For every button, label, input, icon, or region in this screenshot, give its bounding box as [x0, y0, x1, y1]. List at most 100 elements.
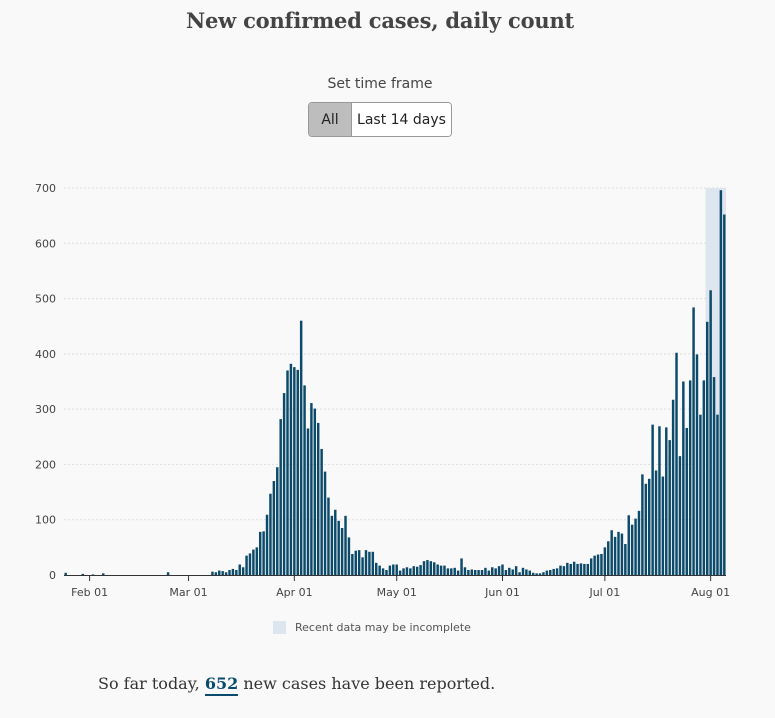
daily-case-bar[interactable] [528, 570, 532, 575]
daily-case-bar[interactable] [637, 510, 641, 575]
daily-case-bar[interactable] [436, 564, 439, 575]
daily-case-bar[interactable] [617, 531, 620, 575]
daily-case-bar[interactable] [344, 515, 347, 575]
daily-case-bar[interactable] [569, 563, 572, 575]
daily-case-bar[interactable] [392, 564, 395, 575]
daily-case-bar[interactable] [334, 509, 337, 575]
daily-case-bar[interactable] [388, 565, 392, 575]
daily-case-bar[interactable] [224, 572, 228, 575]
daily-case-bar[interactable] [375, 562, 378, 575]
daily-case-bar[interactable] [252, 549, 255, 575]
daily-case-bar[interactable] [668, 440, 671, 575]
daily-case-bar[interactable] [279, 419, 282, 575]
daily-case-bar[interactable] [409, 568, 412, 575]
daily-case-bar[interactable] [549, 570, 552, 575]
daily-case-bar[interactable] [265, 514, 269, 575]
daily-case-bar[interactable] [398, 570, 402, 575]
daily-case-bar[interactable] [306, 428, 310, 575]
daily-case-bar[interactable] [340, 528, 344, 575]
daily-case-bar[interactable] [651, 424, 654, 575]
daily-case-bar[interactable] [166, 572, 170, 575]
daily-case-bar[interactable] [603, 547, 607, 575]
daily-case-bar[interactable] [596, 554, 600, 575]
today-count-link[interactable]: 652 [204, 674, 239, 696]
daily-case-bar[interactable] [450, 568, 453, 575]
daily-case-bar[interactable] [566, 562, 569, 575]
daily-case-bar[interactable] [258, 531, 262, 575]
daily-case-bar[interactable] [463, 567, 467, 575]
daily-case-bar[interactable] [572, 561, 576, 575]
daily-case-bar[interactable] [91, 574, 95, 575]
daily-case-bar[interactable] [504, 570, 508, 575]
daily-case-bar[interactable] [241, 567, 245, 575]
daily-case-bar[interactable] [320, 448, 323, 575]
daily-case-bar[interactable] [641, 474, 644, 575]
daily-case-bar[interactable] [545, 570, 549, 575]
daily-case-bar[interactable] [351, 553, 354, 575]
daily-case-bar[interactable] [214, 572, 218, 575]
daily-case-bar[interactable] [695, 354, 699, 575]
daily-case-bar[interactable] [381, 568, 385, 575]
daily-case-bar[interactable] [644, 483, 648, 575]
daily-case-bar[interactable] [535, 573, 538, 575]
daily-case-bar[interactable] [316, 422, 320, 575]
daily-case-bar[interactable] [289, 363, 293, 575]
daily-case-bar[interactable] [415, 566, 419, 575]
daily-case-bar[interactable] [228, 570, 231, 575]
daily-case-bar[interactable] [610, 530, 613, 575]
daily-case-bar[interactable] [487, 570, 491, 575]
daily-case-bar[interactable] [675, 352, 678, 575]
daily-case-bar[interactable] [354, 550, 357, 575]
daily-case-bar[interactable] [634, 518, 637, 575]
daily-case-bar[interactable] [501, 564, 504, 575]
daily-case-bar[interactable] [685, 427, 688, 575]
daily-case-bar[interactable] [542, 572, 545, 575]
time-frame-all-button[interactable]: All [309, 103, 352, 136]
daily-case-bar[interactable] [665, 427, 668, 575]
daily-case-bar[interactable] [508, 567, 511, 575]
daily-case-bar[interactable] [576, 563, 579, 575]
daily-case-bar[interactable] [682, 381, 685, 576]
daily-case-bar[interactable] [712, 377, 716, 575]
daily-case-bar[interactable] [706, 321, 709, 575]
daily-case-bar[interactable] [282, 393, 286, 575]
daily-case-bar[interactable] [262, 531, 265, 575]
daily-case-bar[interactable] [296, 369, 299, 575]
daily-case-bar[interactable] [559, 565, 562, 575]
daily-case-bar[interactable] [491, 567, 494, 575]
daily-case-bar[interactable] [630, 524, 634, 575]
daily-case-bar[interactable] [480, 570, 484, 575]
daily-case-bar[interactable] [562, 566, 566, 575]
daily-case-bar[interactable] [647, 478, 651, 575]
daily-case-bar[interactable] [323, 471, 327, 575]
daily-case-bar[interactable] [511, 569, 514, 575]
daily-case-bar[interactable] [579, 563, 583, 575]
daily-case-bar[interactable] [439, 565, 443, 575]
time-frame-last-14-days-button[interactable]: Last 14 days [352, 103, 451, 136]
daily-case-bar[interactable] [460, 558, 463, 575]
daily-case-bar[interactable] [589, 558, 593, 575]
daily-case-bar[interactable] [525, 569, 528, 575]
daily-case-bar[interactable] [583, 563, 586, 575]
daily-case-bar[interactable] [310, 403, 313, 575]
daily-case-bar[interactable] [443, 565, 446, 575]
daily-case-bar[interactable] [361, 557, 364, 575]
daily-case-bar[interactable] [688, 380, 692, 575]
daily-case-bar[interactable] [494, 568, 497, 575]
daily-case-bar[interactable] [521, 567, 525, 575]
daily-case-bar[interactable] [627, 515, 630, 575]
daily-case-bar[interactable] [395, 564, 398, 575]
daily-case-bar[interactable] [327, 497, 330, 575]
daily-case-bar[interactable] [473, 570, 477, 575]
daily-case-bar[interactable] [552, 568, 555, 575]
daily-case-bar[interactable] [446, 568, 450, 575]
daily-case-bar[interactable] [613, 536, 617, 575]
daily-case-bar[interactable] [64, 572, 67, 575]
daily-case-bar[interactable] [211, 571, 214, 575]
daily-case-bar[interactable] [102, 573, 105, 575]
daily-case-bar[interactable] [692, 307, 695, 575]
daily-case-bar[interactable] [231, 568, 235, 575]
daily-case-bar[interactable] [218, 570, 221, 575]
daily-case-bar[interactable] [600, 553, 603, 575]
daily-case-bar[interactable] [347, 537, 351, 575]
